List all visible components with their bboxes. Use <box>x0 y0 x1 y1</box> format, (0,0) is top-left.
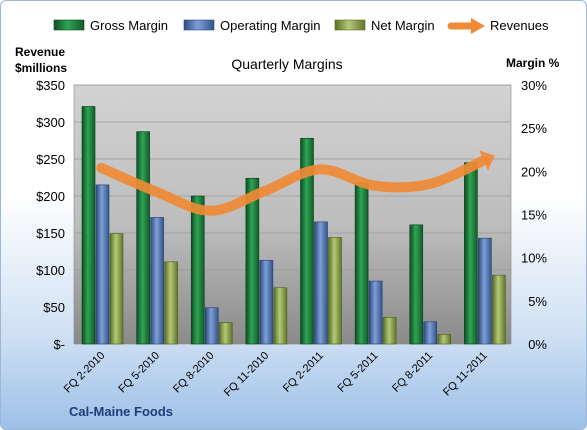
right-tick-label: 20% <box>521 164 547 179</box>
bar-gross-margin <box>136 131 150 345</box>
legend-item-revenues: Revenues <box>447 18 549 34</box>
bar-operating-margin <box>478 237 492 345</box>
bar-operating-margin <box>423 321 438 345</box>
bar-gross-margin <box>464 162 478 345</box>
revenues-arrowhead <box>479 150 495 171</box>
category-label: FQ 2-2010 <box>62 350 108 396</box>
right-tick-label: 25% <box>521 121 547 136</box>
bar-net-margin <box>164 261 178 345</box>
left-tick-label: $200 <box>36 189 65 204</box>
bar-operating-margin <box>204 307 219 345</box>
bar-gross-margin <box>245 177 260 345</box>
revenues-line-path <box>96 155 489 216</box>
category-label: FQ 5-2010 <box>116 350 162 396</box>
bar-gross-margin <box>409 224 424 345</box>
bar-net-margin <box>492 274 506 345</box>
left-axis-title-line1: Revenue <box>15 45 65 59</box>
bar-operating-margin <box>314 221 328 345</box>
bar-operating-margin <box>368 280 383 345</box>
right-tick-label: 15% <box>521 208 547 223</box>
right-axis-ticks: 0% 5% 10% 15% 20% 25% 30% <box>521 78 547 352</box>
category-label: FQ 11-2011 <box>441 350 490 399</box>
right-tick-label: 30% <box>521 78 547 93</box>
bar-gross-margin <box>300 137 314 345</box>
left-tick-label: $- <box>53 337 65 352</box>
left-tick-label: $100 <box>36 263 65 278</box>
category-label: FQ 8-2011 <box>390 350 435 395</box>
legend-label: Net Margin <box>371 18 435 33</box>
left-tick-label: $50 <box>43 300 65 315</box>
category-label: FQ 8-2010 <box>171 350 217 396</box>
legend-item-gross-margin: Gross Margin <box>53 18 168 33</box>
bar-gross-margin <box>354 183 369 345</box>
bar-net-margin <box>109 233 124 345</box>
bar-gross-margin <box>81 106 96 345</box>
bar-operating-margin <box>150 217 164 345</box>
left-tick-label: $250 <box>36 152 65 167</box>
bar-operating-margin <box>259 260 274 345</box>
right-tick-label: 10% <box>521 251 547 266</box>
legend: Gross Margin Operating Margin Net Margin… <box>53 18 549 34</box>
category-labels: FQ 2-2010 FQ 5-2010 FQ 8-2010 FQ 11-2010 FQ … <box>62 350 490 399</box>
revenues-line <box>96 150 495 216</box>
left-axis-ticks: $- $50 $100 $150 $200 $250 $300 $350 <box>36 78 65 352</box>
category-label: FQ 5-2011 <box>335 350 380 395</box>
category-label: FQ 2-2011 <box>281 350 326 395</box>
left-axis-title-line2: $millions <box>15 61 67 75</box>
bar-net-margin <box>382 317 397 345</box>
legend-item-operating-margin: Operating Margin <box>183 18 320 33</box>
legend-label: Gross Margin <box>90 18 168 33</box>
legend-label: Operating Margin <box>220 18 320 33</box>
right-axis-title: Margin % <box>506 56 560 70</box>
bar-net-margin <box>273 287 288 345</box>
category-label: FQ 11-2010 <box>222 350 271 399</box>
legend-label: Revenues <box>490 18 549 33</box>
left-tick-label: $300 <box>36 115 65 130</box>
left-tick-label: $150 <box>36 226 65 241</box>
bar-gross-margin <box>190 195 205 345</box>
bar-net-margin <box>437 334 452 345</box>
bar-net-margin <box>328 237 342 345</box>
chart-title: Quarterly Margins <box>231 56 342 72</box>
right-tick-label: 0% <box>528 337 547 352</box>
company-name: Cal-Maine Foods <box>69 404 173 419</box>
bar-operating-margin <box>95 184 110 345</box>
left-tick-label: $350 <box>36 78 65 93</box>
bar-net-margin <box>218 322 233 345</box>
legend-item-net-margin: Net Margin <box>334 18 435 33</box>
right-tick-label: 5% <box>528 294 547 309</box>
